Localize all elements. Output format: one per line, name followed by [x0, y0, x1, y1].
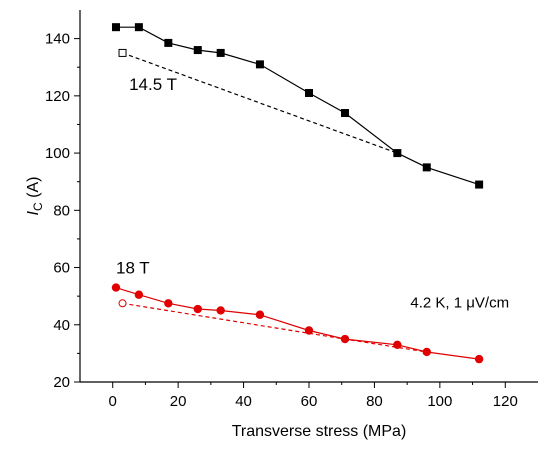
- data-point: [216, 306, 225, 315]
- data-point: [134, 23, 143, 32]
- data-point: [111, 23, 120, 32]
- data-point: [255, 310, 265, 319]
- data-point: [422, 163, 431, 172]
- y-tick-label: 60: [53, 260, 70, 277]
- x-tick-label: 80: [366, 393, 383, 410]
- series-line: [122, 302, 427, 353]
- y-tick-label: 20: [53, 374, 70, 391]
- data-point: [193, 46, 202, 55]
- axes: 0 20 40 60 80 100 120 20 40 60 80 100 120 140 Transver…: [25, 10, 538, 440]
- x-tick-label: 40: [235, 393, 252, 410]
- y-tick-label: 140: [45, 31, 70, 48]
- data-point: [305, 88, 313, 97]
- data-point: [118, 48, 127, 57]
- y-tick-label: 100: [45, 145, 70, 162]
- y-axis-title-main: I: [25, 210, 42, 215]
- data-point: [340, 109, 349, 118]
- data-point: [475, 180, 484, 189]
- data-point: [164, 38, 173, 47]
- y-axis-title: IC (A): [25, 177, 45, 216]
- data-point: [393, 149, 402, 158]
- data-point: [216, 48, 225, 57]
- data-point: [134, 290, 144, 299]
- series-1: [118, 48, 398, 154]
- data-point: [304, 326, 314, 335]
- y-tick-label: 80: [53, 202, 70, 219]
- series-3: [118, 299, 427, 353]
- x-tick-label: 0: [109, 393, 117, 410]
- series-2: [111, 283, 484, 364]
- annotation-0: 14.5 T: [129, 75, 177, 94]
- data-point: [111, 283, 121, 292]
- annotation-layer: 14.5 T 18 T 4.2 K, 1 μV/cm: [116, 75, 509, 311]
- x-tick-label: 100: [427, 393, 452, 410]
- x-tick-label: 120: [493, 393, 518, 410]
- data-point: [193, 304, 202, 314]
- x-tick-label: 20: [170, 393, 187, 410]
- data-point: [255, 60, 264, 69]
- data-point: [118, 299, 127, 308]
- data-point: [164, 299, 173, 308]
- x-axis-title: Transverse stress (MPa): [232, 423, 407, 440]
- y-axis-title-subscript: C: [31, 202, 45, 211]
- x-tick-label: 60: [301, 393, 318, 410]
- y-tick-label: 120: [45, 88, 70, 105]
- annotation-1: 18 T: [116, 258, 150, 277]
- series-layer: [111, 23, 484, 364]
- series-line: [116, 26, 480, 186]
- y-axis-title-unit: (A): [25, 177, 42, 203]
- annotation-2: 4.2 K, 1 μV/cm: [410, 295, 509, 312]
- y-tick-label: 40: [53, 317, 70, 334]
- data-point: [474, 354, 484, 364]
- series-0: [111, 23, 484, 189]
